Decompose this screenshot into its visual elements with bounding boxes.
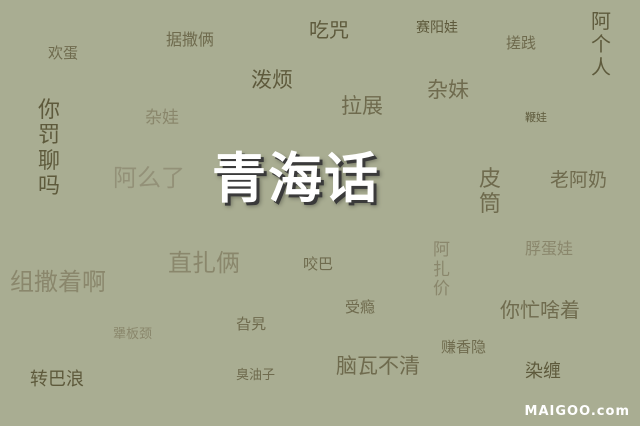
word-pofan: 泼烦 xyxy=(251,68,293,92)
word-agere: 阿个人 xyxy=(591,9,611,79)
word-amele: 阿么了 xyxy=(113,164,185,192)
word-nifaliaoma: 你罚聊吗 xyxy=(38,98,61,199)
word-huandan: 欢蛋 xyxy=(48,44,79,62)
word-chizhou: 吃咒 xyxy=(309,18,349,42)
word-ranchan: 染缠 xyxy=(525,361,561,382)
word-zhuanbalang: 转巴浪 xyxy=(30,369,84,390)
word-jusalia: 据撒俩 xyxy=(166,30,215,49)
maigoo-logo: MAIGOO.com xyxy=(524,404,630,419)
word-zhuanxiangyin: 赚香隐 xyxy=(441,338,487,356)
word-jiangbanjing: 犟板颈 xyxy=(113,327,153,342)
word-saiyangwa: 赛阳娃 xyxy=(416,20,458,36)
word-azhajia: 阿扎价 xyxy=(433,240,450,300)
word-bianwa: 鞭娃 xyxy=(525,111,547,124)
word-zusazhea: 组撒着啊 xyxy=(10,268,106,296)
word-zawa: 杂娃 xyxy=(145,108,179,128)
word-laoanai: 老阿奶 xyxy=(550,169,608,191)
word-nimangshazhe: 你忙啥着 xyxy=(500,298,580,322)
word-chouyouzi: 臭油子 xyxy=(236,368,276,383)
word-cuojian: 搓践 xyxy=(506,34,537,52)
word-shouyin: 受瘾 xyxy=(345,298,376,316)
word-yaoba: 咬巴 xyxy=(303,255,334,273)
word-lazhan: 拉展 xyxy=(341,94,383,118)
word-paodanwa: 脬蛋娃 xyxy=(525,239,574,258)
word-gala: 旮旯 xyxy=(236,315,267,333)
word-naowabuqing: 脑瓦不清 xyxy=(336,354,420,378)
word-zhizhalia: 直扎俩 xyxy=(168,249,240,277)
page-title: 青海话 xyxy=(212,147,380,210)
word-zamei: 杂妹 xyxy=(427,78,469,102)
word-pitong: 皮筒 xyxy=(479,167,502,218)
